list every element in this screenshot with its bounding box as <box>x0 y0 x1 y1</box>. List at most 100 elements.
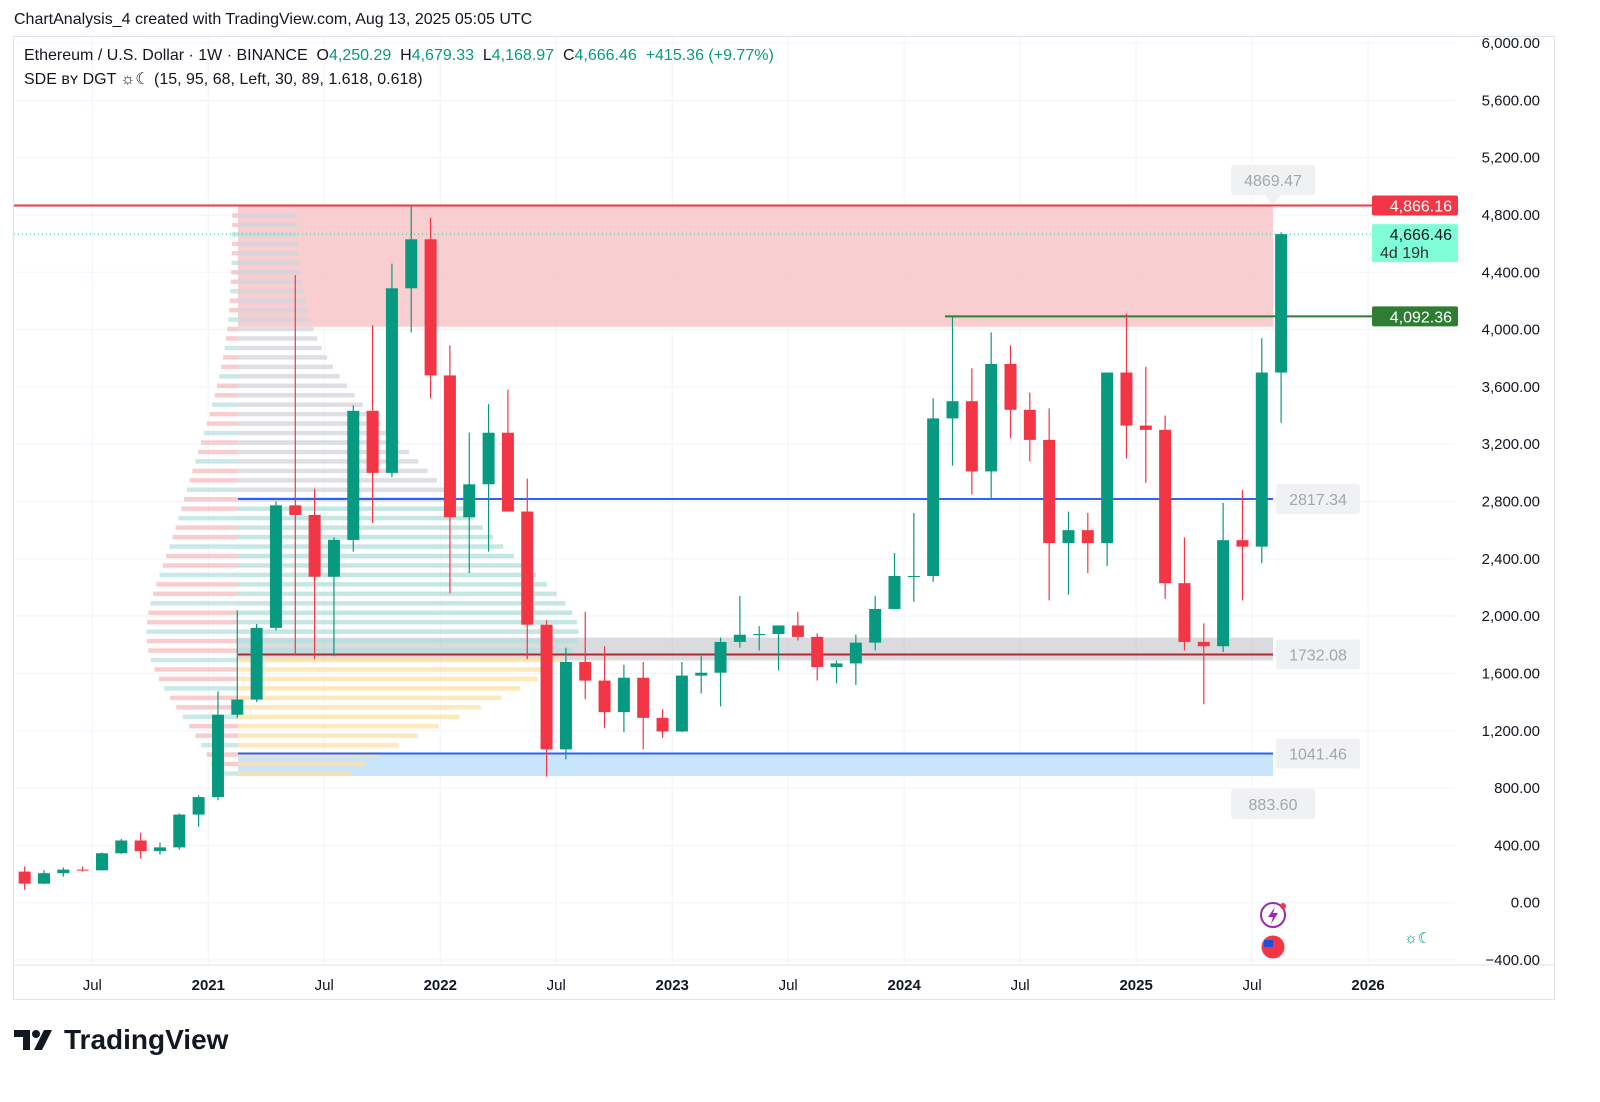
support-price-tag: 4,092.36 <box>1390 309 1452 326</box>
candle <box>888 553 901 609</box>
volume-profile-bar <box>238 374 340 379</box>
candle-body <box>1236 540 1249 547</box>
chart-frame <box>13 36 1555 1000</box>
volume-profile-bar <box>238 260 300 266</box>
candle-body <box>76 869 89 871</box>
volume-profile-bar <box>238 591 557 597</box>
x-tick-label: 2021 <box>192 977 225 994</box>
x-tick-label: Jul <box>779 977 798 994</box>
change-value: +415.36 (+9.77%) <box>645 47 774 64</box>
volume-profile-left-bar <box>217 383 238 389</box>
volume-profile-left-bar <box>175 525 238 530</box>
volume-profile-bar <box>238 705 481 710</box>
open-label: O <box>316 47 329 64</box>
candle <box>985 332 998 499</box>
candle <box>1101 372 1114 566</box>
volume-profile-left-bar <box>231 270 238 275</box>
volume-profile-left-bar <box>186 487 238 493</box>
candle <box>1217 502 1230 652</box>
volume-profile-bar <box>238 298 305 303</box>
volume-profile-left-bar <box>227 326 238 332</box>
volume-profile-left-bar <box>219 374 238 379</box>
candle-body <box>733 634 746 642</box>
y-tick-label: 3,600.00 <box>1482 379 1540 396</box>
candle-body <box>269 505 282 628</box>
candle <box>675 661 688 733</box>
candle-body <box>791 625 804 637</box>
candle <box>482 404 495 552</box>
volume-profile-bar <box>238 667 553 672</box>
volume-profile-left-bar <box>181 506 238 511</box>
candle <box>405 204 418 333</box>
candle-body <box>385 288 398 473</box>
volume-profile-bar <box>238 307 308 313</box>
volume-profile-left-bar <box>231 260 238 266</box>
volume-profile-bar <box>238 383 347 389</box>
candle <box>733 596 746 648</box>
candle <box>95 852 108 871</box>
candle <box>463 432 476 574</box>
candle-body <box>1217 540 1230 647</box>
indicator-legend[interactable]: SDE ʙʏ DGT ☼☾ (15, 95, 68, Left, 30, 89,… <box>24 71 423 88</box>
high-value: 4,679.33 <box>411 47 474 64</box>
candle-body <box>115 840 128 854</box>
symbol-name[interactable]: Ethereum / U.S. Dollar · 1W · BINANCE <box>24 47 308 64</box>
candle <box>695 653 708 694</box>
candle-body <box>347 410 360 540</box>
volume-profile-bar <box>238 222 298 228</box>
candle-body <box>463 484 476 518</box>
candle <box>289 275 302 655</box>
candle <box>714 637 727 707</box>
volume-profile-left-bar <box>146 629 238 634</box>
volume-profile-left-bar <box>203 430 238 436</box>
candle-body <box>1101 372 1114 544</box>
candle-body <box>1139 425 1152 430</box>
volume-profile-bar <box>238 336 318 341</box>
candle-body <box>849 642 862 664</box>
candle-body <box>965 401 978 472</box>
candle-body <box>869 608 882 643</box>
candle <box>753 626 766 651</box>
candle-body <box>250 627 263 700</box>
open-value: 4,250.29 <box>328 47 392 64</box>
volume-profile-bar <box>238 563 526 568</box>
y-tick-label: 2,800.00 <box>1482 494 1540 511</box>
mid-level-label-bg <box>1276 484 1360 515</box>
candle <box>57 867 70 877</box>
volume-profile-left-bar <box>178 515 238 521</box>
candle <box>521 478 534 660</box>
candle <box>443 345 456 594</box>
volume-profile-bar <box>238 742 399 748</box>
volume-profile-bar <box>238 241 299 247</box>
volume-profile-bar <box>238 402 363 407</box>
candle-body <box>540 624 553 750</box>
x-tick-label: 2023 <box>656 977 689 994</box>
candle-body <box>424 239 437 376</box>
volume-profile-left-bar <box>231 251 238 256</box>
close-value: 4,666.46 <box>574 47 637 64</box>
volume-profile-bar <box>238 355 328 360</box>
volume-profile-bar <box>238 657 565 663</box>
candle <box>656 709 669 738</box>
volume-profile-left-bar <box>146 638 238 644</box>
candle-body <box>231 699 244 715</box>
candle <box>347 405 360 552</box>
volume-profile-left-bar <box>224 345 238 351</box>
x-tick-label: 2024 <box>887 977 921 994</box>
volume-profile-left-bar <box>148 610 238 615</box>
volume-profile-bar <box>238 459 419 464</box>
volume-profile-left-bar <box>192 468 238 474</box>
volume-profile-left-bar <box>164 686 238 691</box>
chart-credit: ChartAnalysis_4 created with TradingView… <box>14 11 533 28</box>
volume-profile-bar <box>238 695 502 701</box>
candle <box>1178 537 1191 651</box>
candle <box>250 624 263 703</box>
candle <box>501 389 514 512</box>
candle-body <box>946 401 959 419</box>
mid-level-label: 2817.34 <box>1289 492 1347 509</box>
candle <box>1081 512 1094 574</box>
x-tick-label: 2025 <box>1119 977 1152 994</box>
volume-profile-left-bar <box>182 714 238 719</box>
y-tick-label: 3,200.00 <box>1482 436 1540 453</box>
